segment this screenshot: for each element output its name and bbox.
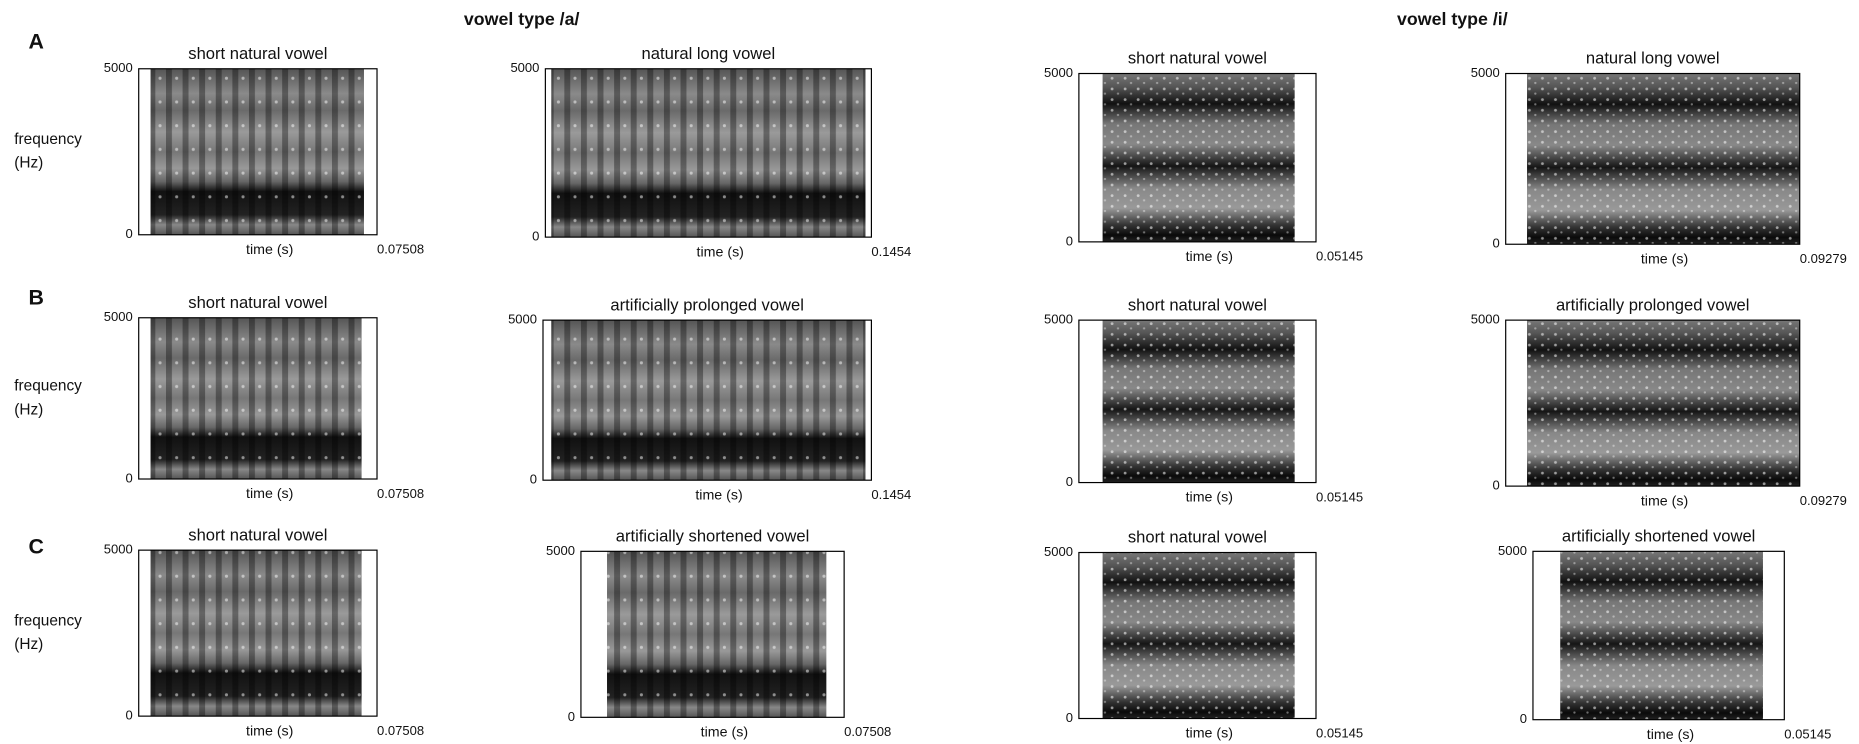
y-axis-label: frequency	[14, 378, 82, 395]
x-max-label: 0.05145	[1316, 249, 1363, 264]
spectrogram-texture	[150, 68, 364, 235]
y-max-label: 5000	[1471, 312, 1500, 327]
x-axis-label: time (s)	[1641, 493, 1688, 509]
panel-title: artificially prolonged vowel	[610, 295, 804, 314]
panel-frame	[1078, 551, 1317, 720]
y-max-label: 5000	[1044, 544, 1073, 559]
x-max-label: 0.07508	[844, 724, 891, 739]
panel-title: short natural vowel	[1128, 528, 1267, 547]
x-max-label: 0.1454	[871, 487, 911, 502]
y-max-label: 5000	[1044, 65, 1073, 80]
panel-title: short natural vowel	[188, 293, 327, 312]
panel-frame	[1078, 72, 1317, 243]
x-max-label: 0.05145	[1784, 727, 1831, 742]
y-axis-label: frequency	[14, 612, 82, 629]
x-max-label: 0.05145	[1316, 489, 1363, 504]
panel-title: artificially prolonged vowel	[1556, 295, 1750, 314]
row-label: B	[28, 285, 43, 309]
spectrogram-texture	[1560, 551, 1763, 720]
panel-frame	[580, 550, 845, 718]
panel-frame	[1078, 319, 1317, 484]
panel-title: natural long vowel	[1586, 49, 1720, 68]
panel-frame	[138, 549, 378, 717]
y-max-label: 5000	[508, 312, 537, 327]
y-axis-label: frequency	[14, 131, 82, 148]
y-min-label: 0	[1066, 233, 1073, 248]
y-max-label: 5000	[104, 60, 133, 75]
panel-frame	[1505, 72, 1801, 245]
y-min-label: 0	[532, 229, 539, 244]
x-axis-label: time (s)	[246, 242, 293, 258]
y-max-label: 5000	[1471, 65, 1500, 80]
panel-title: short natural vowel	[188, 525, 327, 544]
panel-frame	[138, 317, 378, 480]
y-max-label: 5000	[510, 60, 539, 75]
x-max-label: 0.09279	[1800, 493, 1847, 508]
y-min-label: 0	[568, 709, 575, 724]
x-max-label: 0.07508	[377, 723, 424, 738]
y-max-label: 5000	[104, 309, 133, 324]
panel-title: short natural vowel	[1128, 49, 1267, 68]
spectrogram-texture	[551, 68, 866, 238]
spectrogram-texture	[1527, 73, 1800, 245]
x-max-label: 0.07508	[377, 486, 424, 501]
y-axis-label: (Hz)	[14, 155, 43, 172]
spectrogram-texture	[1527, 320, 1800, 487]
y-min-label: 0	[1520, 711, 1527, 726]
panel-frame	[1532, 550, 1785, 721]
panel-frame	[542, 319, 872, 481]
panel-title: short natural vowel	[1128, 295, 1267, 314]
panel-frame	[138, 68, 378, 236]
spectrogram-texture	[607, 551, 827, 718]
x-axis-label: time (s)	[1186, 249, 1233, 265]
x-axis-label: time (s)	[246, 723, 293, 739]
panel-title: artificially shortened vowel	[1562, 526, 1755, 545]
header: vowel type /i/	[1397, 9, 1508, 29]
y-max-label: 5000	[546, 543, 575, 558]
y-min-label: 0	[126, 708, 133, 723]
panel-title: short natural vowel	[188, 44, 327, 63]
spectrogram-texture	[551, 320, 866, 481]
y-min-label: 0	[1066, 710, 1073, 725]
x-axis-label: time (s)	[1186, 726, 1233, 742]
spectrogram-texture	[1102, 552, 1295, 719]
y-max-label: 5000	[1044, 312, 1073, 327]
x-axis-label: time (s)	[246, 486, 293, 502]
x-axis-label: time (s)	[695, 487, 742, 503]
y-min-label: 0	[1493, 236, 1500, 251]
x-axis-label: time (s)	[1641, 251, 1688, 267]
header: vowel type /a/	[464, 9, 580, 29]
x-max-label: 0.09279	[1800, 251, 1847, 266]
y-min-label: 0	[126, 226, 133, 241]
panel-frame	[544, 68, 872, 238]
spectrogram-texture	[150, 317, 362, 480]
y-min-label: 0	[1493, 478, 1500, 493]
y-axis-label: (Hz)	[14, 636, 43, 653]
y-max-label: 5000	[1498, 543, 1527, 558]
x-max-label: 0.05145	[1316, 725, 1363, 740]
y-min-label: 0	[530, 472, 537, 487]
x-axis-label: time (s)	[697, 244, 744, 260]
spectrogram-texture	[1102, 320, 1295, 483]
panel-title: artificially shortened vowel	[616, 526, 809, 545]
spectrogram-texture	[150, 550, 362, 717]
x-max-label: 0.1454	[871, 244, 911, 259]
x-axis-label: time (s)	[701, 724, 748, 740]
row-label: A	[28, 29, 43, 53]
x-axis-label: time (s)	[1647, 727, 1694, 743]
panel-title: natural long vowel	[642, 44, 776, 63]
x-axis-label: time (s)	[1186, 490, 1233, 506]
row-label: C	[28, 534, 43, 558]
y-max-label: 5000	[104, 542, 133, 557]
panel-frame	[1505, 319, 1801, 487]
y-min-label: 0	[1066, 474, 1073, 489]
spectrogram-texture	[1102, 73, 1295, 242]
y-axis-label: (Hz)	[14, 401, 43, 418]
y-min-label: 0	[126, 470, 133, 485]
x-max-label: 0.07508	[377, 242, 424, 257]
